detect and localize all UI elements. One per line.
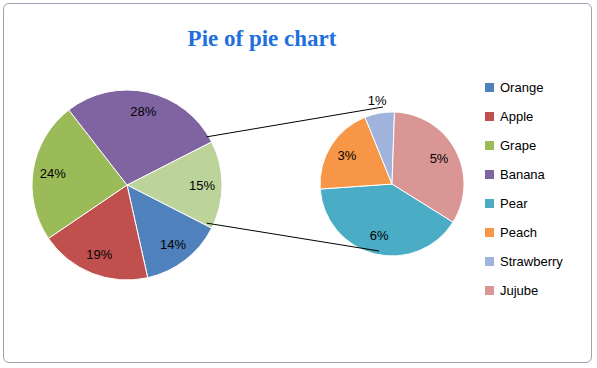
svg-text:3%: 3% [337, 148, 356, 163]
svg-text:24%: 24% [40, 166, 66, 181]
html-text:Jujube: Jujube [500, 283, 539, 298]
html-text:Apple: Apple [500, 109, 534, 124]
svg-text:19%: 19% [86, 247, 112, 262]
svg-text:15%: 15% [189, 178, 215, 193]
svg-text:14%: 14% [160, 237, 186, 252]
svg-text:5%: 5% [430, 151, 449, 166]
svg-text:1%: 1% [368, 93, 387, 108]
html-text:Grape: Grape [500, 138, 537, 153]
html-text:Orange: Orange [500, 80, 544, 95]
svg-text:6%: 6% [370, 228, 389, 243]
svg-text:28%: 28% [130, 104, 156, 119]
html-text:Pear: Pear [500, 196, 528, 211]
html-text:Strawberry: Strawberry [500, 254, 563, 269]
html-text:Pie of pie chart: Pie of pie chart [187, 26, 337, 51]
html-text:Peach: Peach [500, 225, 537, 240]
html-text:Banana: Banana [500, 167, 545, 182]
